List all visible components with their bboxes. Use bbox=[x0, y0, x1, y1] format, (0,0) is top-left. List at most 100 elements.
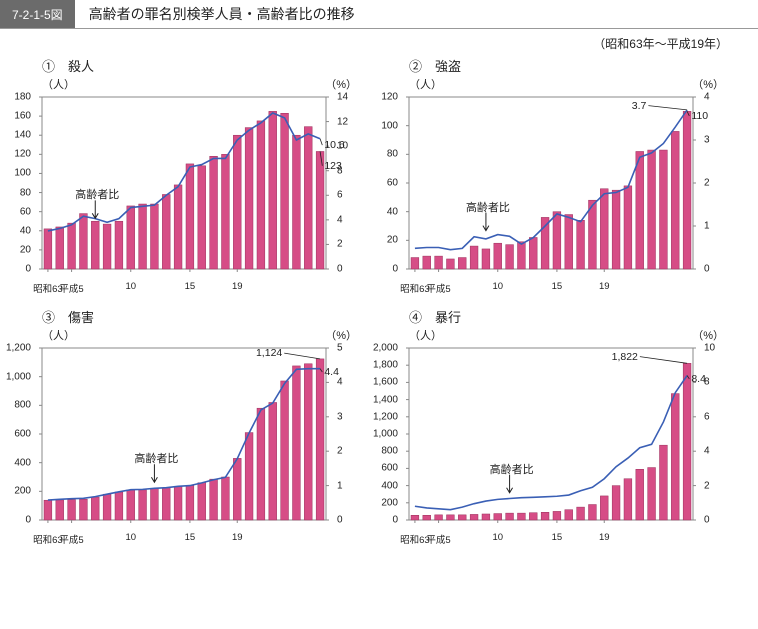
bar bbox=[56, 227, 64, 269]
bar bbox=[222, 477, 230, 520]
bar bbox=[233, 458, 241, 520]
figure-title: 高齢者の罪名別検挙人員・高齢者比の推移 bbox=[75, 0, 355, 28]
bar bbox=[91, 221, 99, 269]
ytick-left: 60 bbox=[387, 178, 398, 189]
ytick-left: 100 bbox=[381, 120, 398, 131]
bar bbox=[423, 515, 431, 520]
ytick-left: 120 bbox=[381, 92, 398, 103]
bar bbox=[589, 200, 597, 269]
bar bbox=[56, 500, 64, 520]
ytick-right: 4 bbox=[337, 377, 343, 388]
bar bbox=[316, 359, 324, 520]
ytick-right: 2 bbox=[337, 239, 343, 250]
ytick-left: 0 bbox=[25, 264, 31, 275]
bar bbox=[624, 479, 632, 520]
ytick-right: 12 bbox=[337, 116, 348, 127]
bar bbox=[257, 121, 265, 269]
chart-svg bbox=[34, 330, 334, 530]
bar bbox=[589, 505, 597, 520]
ytick-right: 8 bbox=[704, 377, 710, 388]
bar bbox=[186, 486, 194, 520]
bar bbox=[565, 215, 573, 269]
bar bbox=[435, 515, 443, 520]
bar bbox=[529, 513, 537, 520]
bar bbox=[44, 229, 52, 269]
chart-svg bbox=[34, 79, 334, 279]
ytick-right: 1 bbox=[704, 221, 710, 232]
ytick-left: 1,000 bbox=[373, 429, 398, 440]
ytick-left: 800 bbox=[14, 400, 31, 411]
bar bbox=[435, 256, 443, 269]
bar bbox=[269, 111, 277, 269]
ytick-right: 14 bbox=[337, 92, 348, 103]
bar bbox=[411, 258, 419, 269]
bar bbox=[198, 166, 206, 269]
ytick-right: 2 bbox=[704, 480, 710, 491]
ratio-label: 高齢者比 bbox=[490, 461, 534, 477]
bar bbox=[636, 469, 644, 520]
bar bbox=[151, 488, 159, 520]
panel-title: ③ 傷害 bbox=[12, 303, 379, 326]
ytick-left: 180 bbox=[14, 92, 31, 103]
xtick: 昭和63 bbox=[33, 532, 63, 546]
xtick: 昭和63 bbox=[400, 532, 430, 546]
ratio-line bbox=[48, 113, 320, 231]
bar bbox=[139, 204, 147, 269]
figure-number: 7-2-1-5図 bbox=[0, 0, 75, 28]
period-label: （昭和63年～平成19年） bbox=[0, 29, 758, 52]
ytick-right: 6 bbox=[337, 190, 343, 201]
ratio-label: 高齢者比 bbox=[134, 450, 178, 466]
bar bbox=[482, 514, 490, 520]
bar bbox=[518, 242, 526, 269]
ytick-left: 400 bbox=[14, 457, 31, 468]
ytick-left: 40 bbox=[387, 206, 398, 217]
panel-title: ① 殺人 bbox=[12, 52, 379, 75]
xtick: 19 bbox=[232, 532, 243, 543]
bar bbox=[210, 156, 218, 269]
xtick: 19 bbox=[599, 281, 610, 292]
ytick-left: 0 bbox=[25, 515, 31, 526]
ratio-label: 高齢者比 bbox=[75, 186, 119, 202]
chart-svg bbox=[401, 79, 701, 279]
bar bbox=[139, 490, 147, 520]
xtick: 平成5 bbox=[426, 281, 450, 295]
ytick-left: 1,000 bbox=[6, 371, 31, 382]
bar bbox=[624, 186, 632, 269]
ytick-right: 2 bbox=[337, 446, 343, 457]
bar bbox=[600, 189, 608, 269]
panel-title: ② 強盗 bbox=[379, 52, 746, 75]
ytick-right: 4 bbox=[704, 92, 710, 103]
xtick: 平成5 bbox=[426, 532, 450, 546]
ytick-right: 3 bbox=[704, 135, 710, 146]
ytick-right: 0 bbox=[337, 515, 343, 526]
bar bbox=[151, 204, 159, 269]
ytick-left: 100 bbox=[14, 168, 31, 179]
ytick-left: 80 bbox=[387, 149, 398, 160]
ytick-right: 0 bbox=[704, 264, 710, 275]
bar bbox=[245, 128, 253, 269]
ytick-left: 60 bbox=[20, 206, 31, 217]
bar bbox=[245, 433, 253, 520]
xtick: 昭和63 bbox=[400, 281, 430, 295]
bar bbox=[600, 496, 608, 520]
xtick: 19 bbox=[232, 281, 243, 292]
bar bbox=[660, 445, 668, 520]
bar bbox=[210, 479, 218, 520]
ytick-right: 8 bbox=[337, 165, 343, 176]
ytick-right: 10 bbox=[704, 343, 715, 354]
chart-grid: ① 殺人（人）（%）高齢者比10.61230204060801001201401… bbox=[0, 52, 758, 566]
bar bbox=[68, 500, 76, 520]
panel-title: ④ 暴行 bbox=[379, 303, 746, 326]
bar bbox=[577, 507, 585, 520]
bar bbox=[174, 486, 182, 520]
bar bbox=[162, 488, 170, 520]
ytick-right: 1 bbox=[337, 480, 343, 491]
bar bbox=[612, 190, 620, 269]
bar bbox=[103, 494, 111, 520]
bar bbox=[541, 512, 549, 520]
bar bbox=[80, 499, 88, 520]
ytick-left: 1,600 bbox=[373, 377, 398, 388]
bar bbox=[44, 500, 52, 520]
bar bbox=[127, 206, 135, 269]
ratio-label: 高齢者比 bbox=[466, 199, 510, 215]
